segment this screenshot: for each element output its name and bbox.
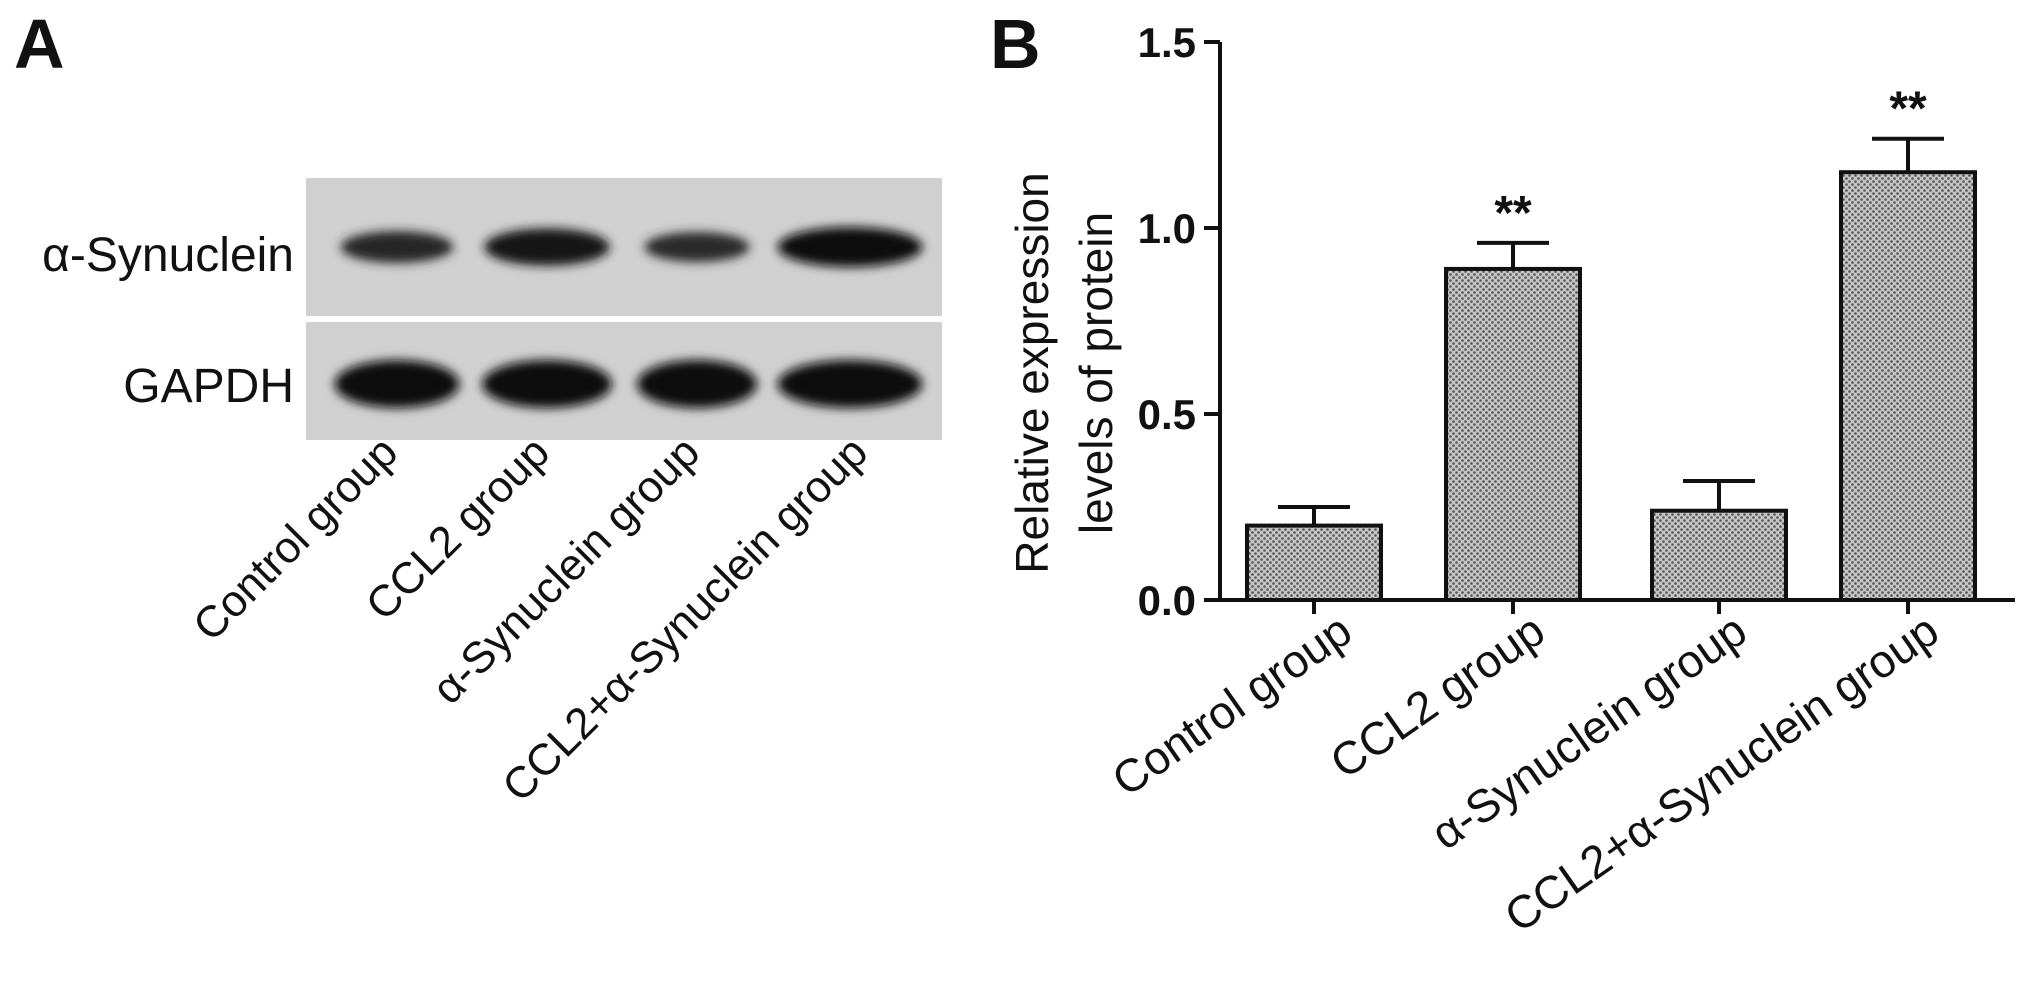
- y-axis-title-line-2: levels of protein: [1070, 212, 1122, 534]
- y-tick-label: 1.0: [1138, 205, 1196, 252]
- blot-band: [777, 227, 923, 267]
- blot-bands: [334, 227, 923, 408]
- blot-band: [340, 231, 454, 263]
- bar: [1245, 523, 1383, 602]
- blot-band: [637, 360, 757, 408]
- significance-label: **: [1889, 83, 1927, 136]
- y-tick-label: 0.5: [1138, 391, 1196, 438]
- y-tick-label: 0.0: [1138, 577, 1196, 624]
- blot-band: [334, 360, 460, 408]
- lane-labels: Control group CCL2 group α-Synuclein gro…: [184, 427, 877, 811]
- panel-b-label: B: [990, 5, 1041, 83]
- blot-row-label-gapdh: GAPDH: [123, 360, 294, 413]
- x-category-labels: Control group CCL2 group α-Synuclein gro…: [1103, 604, 1948, 943]
- lane-label: Control group: [184, 427, 407, 650]
- bar: [1839, 170, 1977, 602]
- panel-b-bar-chart: B Relative expression levels of protein …: [990, 5, 2015, 942]
- plot-area: 0.0 0.5 1.0 1.5 ** **: [1138, 19, 2015, 624]
- panel-a-label: A: [14, 5, 65, 83]
- blot-band: [482, 360, 612, 408]
- blot-band: [484, 228, 610, 266]
- bar: [1650, 508, 1788, 602]
- bar: [1444, 266, 1582, 602]
- y-tick-label: 1.5: [1138, 19, 1196, 66]
- significance-label: **: [1494, 187, 1532, 240]
- blot-band: [777, 360, 923, 408]
- blot-band: [644, 231, 750, 263]
- x-tick-label: Control group: [1103, 604, 1361, 806]
- y-axis-title-line-1: Relative expression: [1006, 172, 1058, 573]
- blot-row-label-alpha-synuclein: α-Synuclein: [42, 229, 294, 282]
- panel-a-western-blot: A α-Synuclein GAPDH Control group CCL2 g…: [14, 5, 942, 811]
